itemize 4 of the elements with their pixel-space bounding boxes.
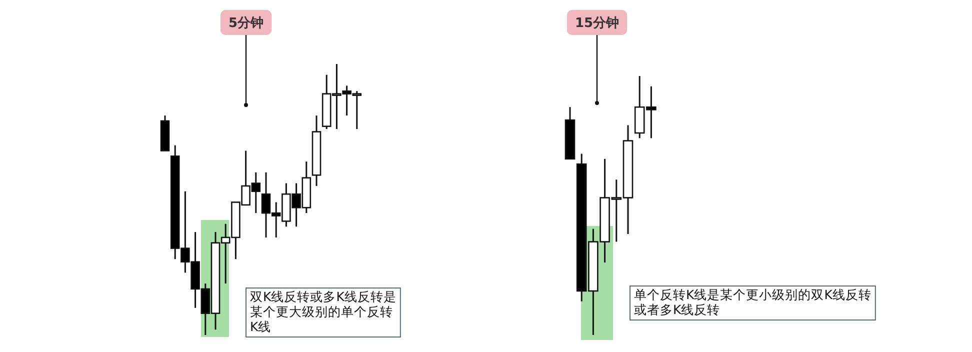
chart-title: 5分钟 (228, 16, 264, 31)
annotation: 双K线反转或多K线反转是某个更大级别的单个反转K线 (250, 289, 396, 334)
annotation: 单个反转K线是某个更小级别的双K线反转或者多K线反转 (634, 287, 872, 317)
chart-title: 15分钟 (574, 16, 620, 31)
